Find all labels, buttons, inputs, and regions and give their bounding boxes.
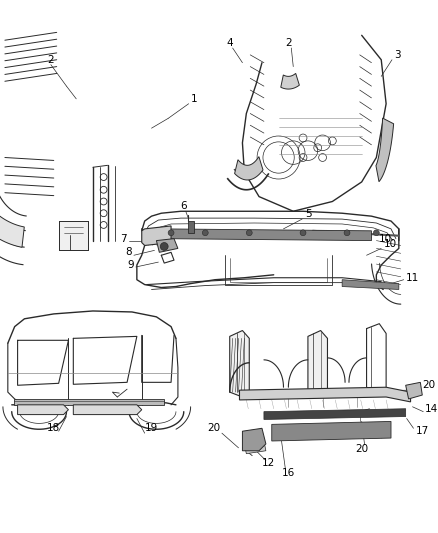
Polygon shape bbox=[0, 188, 24, 247]
Text: 4: 4 bbox=[227, 38, 233, 48]
Circle shape bbox=[246, 230, 252, 236]
Text: 8: 8 bbox=[125, 247, 132, 257]
Text: 6: 6 bbox=[180, 201, 187, 212]
Polygon shape bbox=[188, 221, 194, 233]
Text: 7: 7 bbox=[120, 233, 127, 244]
Text: 2: 2 bbox=[285, 38, 292, 48]
Text: 2: 2 bbox=[47, 55, 54, 64]
Polygon shape bbox=[161, 229, 371, 240]
Text: 16: 16 bbox=[282, 469, 295, 478]
Polygon shape bbox=[264, 409, 406, 419]
Polygon shape bbox=[342, 280, 399, 289]
Text: 10: 10 bbox=[384, 239, 397, 248]
Text: 14: 14 bbox=[425, 403, 438, 414]
Polygon shape bbox=[73, 405, 142, 415]
Text: 20: 20 bbox=[355, 444, 368, 454]
Text: 18: 18 bbox=[47, 423, 60, 433]
Circle shape bbox=[300, 230, 306, 236]
Circle shape bbox=[374, 230, 379, 236]
Polygon shape bbox=[272, 422, 391, 441]
Polygon shape bbox=[235, 157, 263, 180]
Polygon shape bbox=[406, 382, 422, 399]
Circle shape bbox=[160, 243, 168, 251]
Polygon shape bbox=[376, 118, 394, 182]
Polygon shape bbox=[18, 405, 68, 415]
Text: 9: 9 bbox=[127, 260, 134, 270]
Polygon shape bbox=[14, 399, 164, 405]
Text: 1: 1 bbox=[191, 94, 197, 104]
Text: 20: 20 bbox=[207, 423, 220, 433]
Polygon shape bbox=[244, 441, 266, 454]
Polygon shape bbox=[242, 429, 266, 451]
Text: 19: 19 bbox=[145, 423, 158, 433]
Text: 5: 5 bbox=[305, 209, 311, 219]
Text: 20: 20 bbox=[422, 380, 435, 390]
Text: 10: 10 bbox=[379, 233, 392, 244]
Circle shape bbox=[344, 230, 350, 236]
Circle shape bbox=[202, 230, 208, 236]
Polygon shape bbox=[142, 226, 171, 246]
Text: 3: 3 bbox=[394, 50, 401, 60]
Text: 12: 12 bbox=[262, 458, 276, 469]
Polygon shape bbox=[230, 330, 249, 397]
Text: 11: 11 bbox=[406, 273, 419, 282]
Polygon shape bbox=[59, 221, 88, 251]
Polygon shape bbox=[281, 74, 299, 89]
Circle shape bbox=[168, 230, 174, 236]
Polygon shape bbox=[240, 387, 410, 402]
Text: 17: 17 bbox=[416, 426, 429, 436]
Polygon shape bbox=[156, 239, 178, 252]
Polygon shape bbox=[308, 330, 328, 397]
